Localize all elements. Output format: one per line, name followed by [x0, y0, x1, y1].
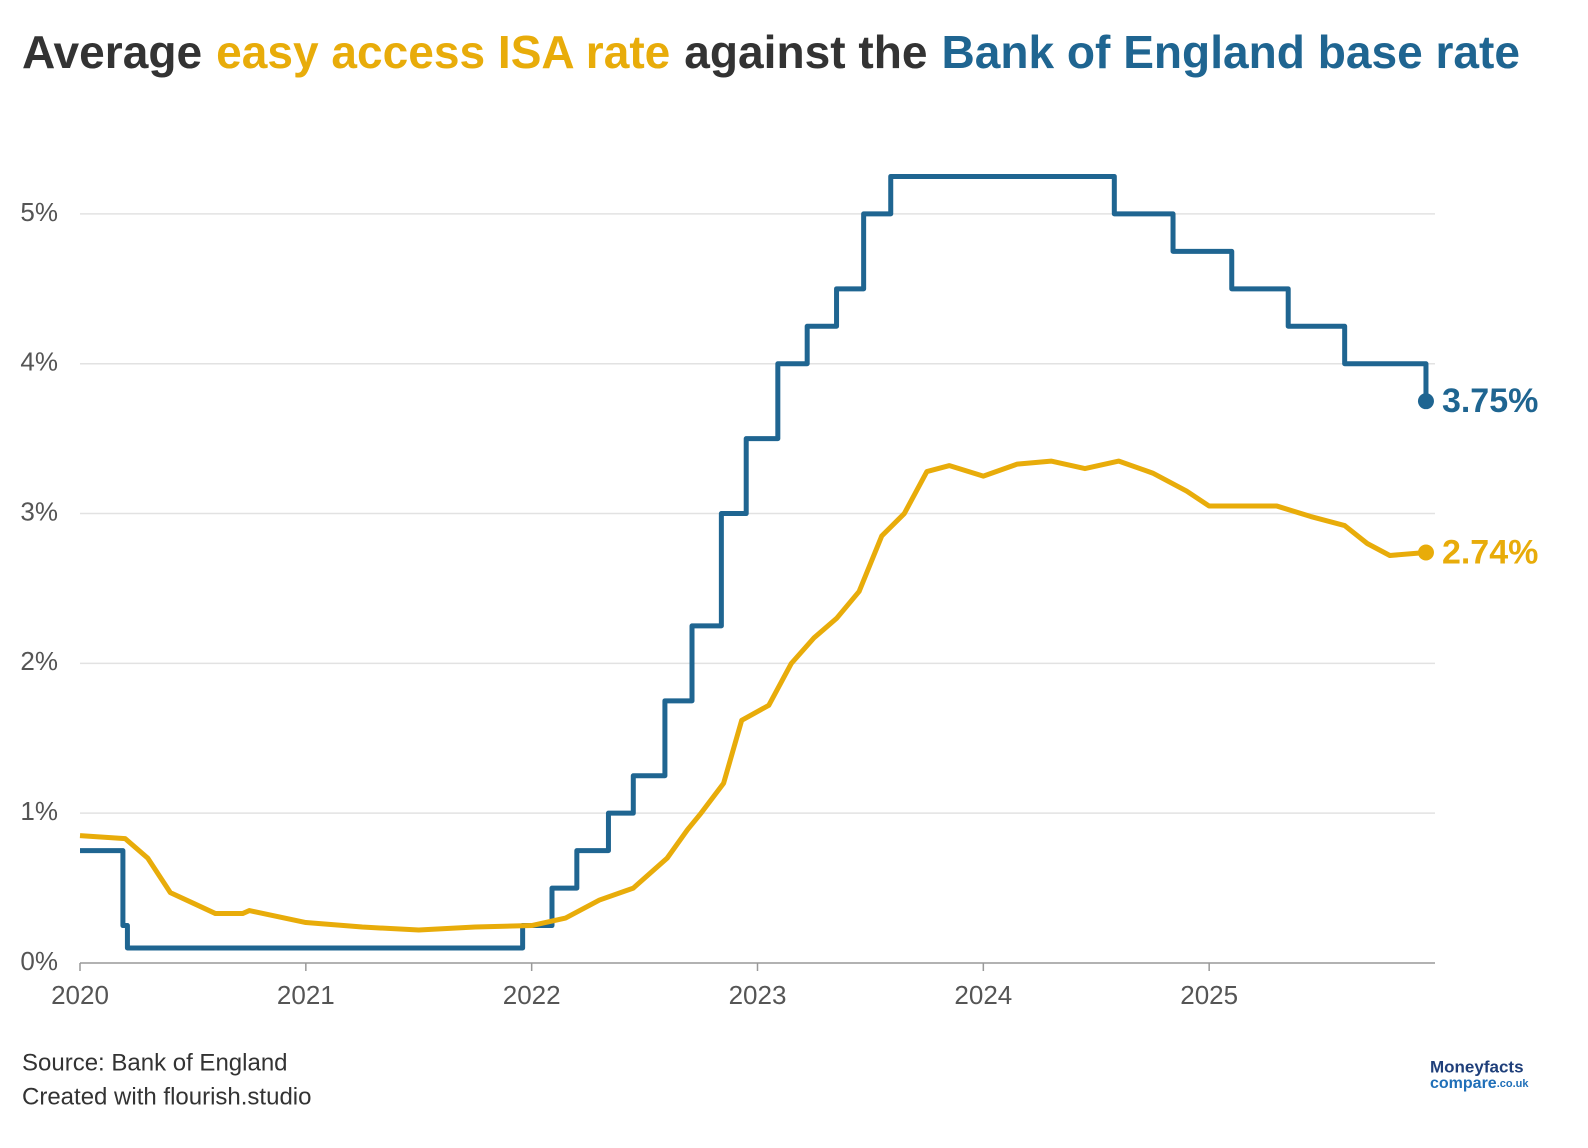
x-tick-label: 2025 [1180, 980, 1238, 1010]
x-tick-label: 2022 [503, 980, 561, 1010]
x-tick-label: 2021 [277, 980, 335, 1010]
end-marker [1417, 544, 1434, 561]
source: Source: Bank of England [22, 1049, 288, 1076]
line [80, 173, 1429, 951]
x-tick-label: 2020 [51, 980, 109, 1010]
credit: Created with flourish.studio [22, 1083, 311, 1110]
end-label: 2.74% [1442, 533, 1538, 571]
x-tick-label: 2024 [954, 980, 1012, 1010]
line [79, 458, 1427, 933]
title-part: Average [22, 26, 202, 78]
logo: compare [1430, 1075, 1497, 1092]
logo: .co.uk [1497, 1078, 1530, 1090]
y-tick-label: 1% [20, 796, 58, 826]
title-part: easy access ISA rate [216, 26, 670, 78]
logo: compare.co.uk [1430, 1075, 1529, 1092]
y-tick-label: 4% [20, 347, 58, 377]
y-tick-label: 3% [20, 496, 58, 526]
y-tick-label: 2% [20, 646, 58, 676]
y-tick-label: 0% [20, 946, 58, 976]
title-part: against the [684, 26, 927, 78]
y-tick-label: 5% [20, 197, 58, 227]
chart-title: Average easy access ISA rate against the Ba… [22, 26, 1520, 78]
x-tick-label: 2023 [729, 980, 787, 1010]
logo: Moneyfacts [1430, 1057, 1524, 1076]
title-part: Bank of England base rate [941, 26, 1520, 78]
end-label: 3.75% [1442, 382, 1538, 420]
end-marker [1417, 393, 1434, 410]
